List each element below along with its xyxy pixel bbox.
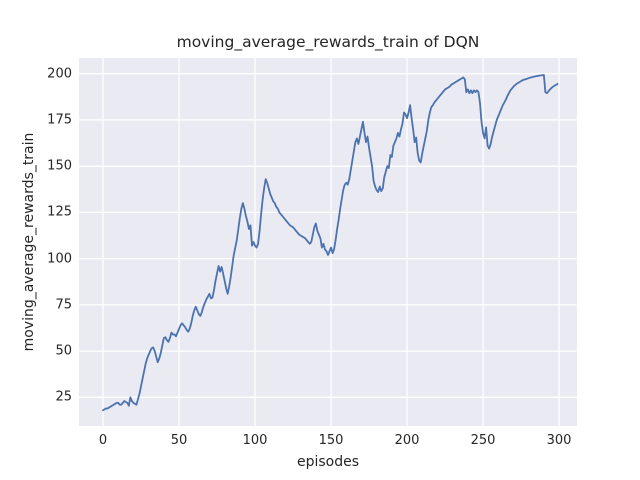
- x-axis-label: episodes: [296, 454, 360, 470]
- y-axis-label: moving_average_rewards_train: [21, 132, 37, 352]
- reward-line: [102, 74, 559, 412]
- y-tick-label: 175: [47, 112, 72, 128]
- plot-background: [79, 58, 577, 426]
- y-tick-label: 125: [47, 204, 72, 220]
- y-tick-label: 50: [55, 343, 72, 359]
- x-tick-label: 0: [98, 433, 108, 448]
- plot-area: [79, 58, 577, 426]
- y-tick-label: 25: [55, 389, 72, 405]
- x-tick-label: 300: [546, 433, 572, 448]
- x-tick-label: 100: [242, 433, 268, 448]
- chart-svg: [79, 58, 577, 426]
- y-tick-label: 75: [55, 297, 72, 313]
- y-tick-label: 150: [47, 158, 72, 174]
- chart-title: moving_average_rewards_train of DQN: [176, 33, 480, 51]
- y-tick-label: 100: [47, 251, 72, 267]
- x-tick-label: 250: [470, 433, 496, 448]
- x-tick-label: 200: [394, 433, 420, 448]
- y-tick-label: 200: [47, 66, 72, 82]
- x-tick-label: 150: [318, 433, 344, 448]
- x-tick-label: 50: [170, 433, 188, 448]
